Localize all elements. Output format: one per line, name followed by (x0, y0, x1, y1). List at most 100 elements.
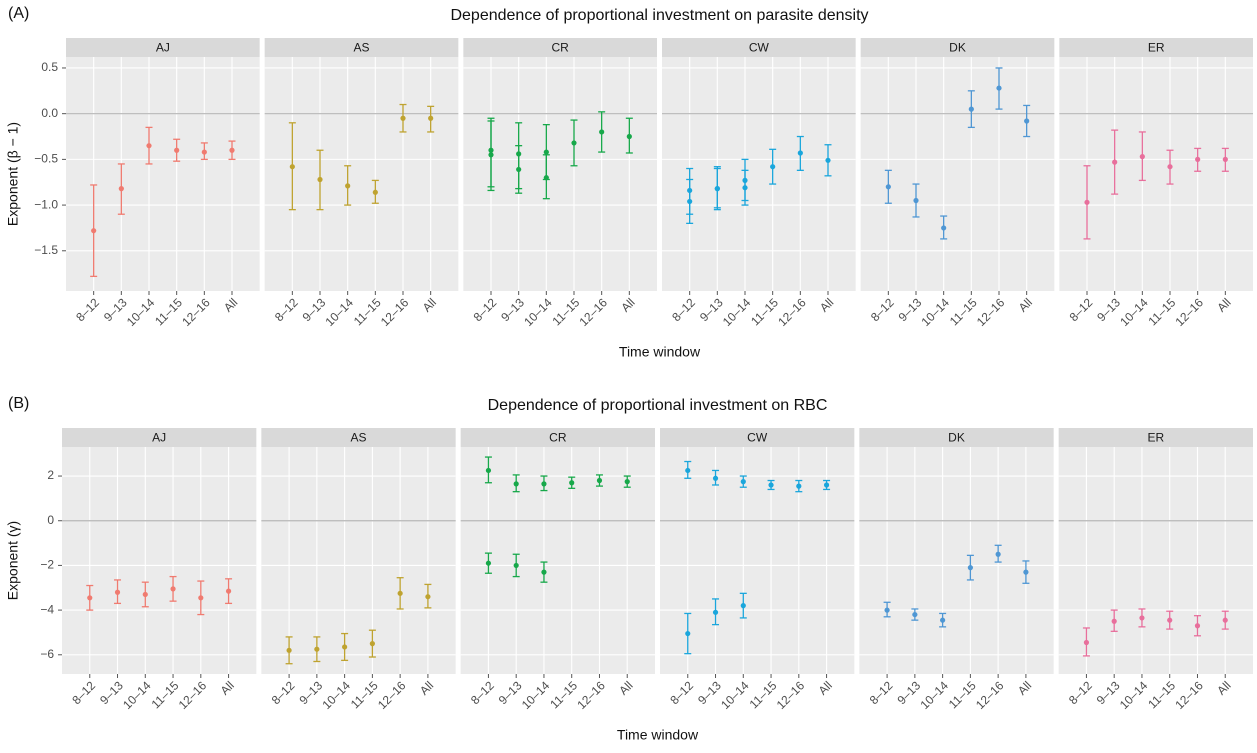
point (170, 586, 176, 592)
plot-background (66, 57, 260, 291)
point (286, 647, 292, 653)
x-tick-label: 8–12 (468, 678, 497, 707)
point (114, 589, 121, 595)
point (797, 150, 803, 156)
point (425, 594, 431, 600)
point (543, 175, 549, 181)
x-tick-label: All (420, 295, 439, 314)
x-tick-label: 11–15 (747, 678, 780, 711)
x-tick-label: 12–16 (574, 678, 608, 712)
y-tick-label: −4 (40, 602, 54, 616)
x-tick-label: 8–12 (1066, 678, 1095, 707)
facet-strip (66, 38, 260, 57)
plot-background (859, 447, 1054, 674)
y-tick-label: 0 (47, 513, 54, 527)
point (400, 115, 406, 121)
facet-label: DK (949, 41, 966, 55)
point (118, 186, 124, 192)
facet-label: CR (551, 41, 569, 55)
point (596, 477, 603, 484)
facet-label: CW (749, 41, 770, 55)
point (174, 147, 180, 153)
facet-label: AS (353, 41, 369, 55)
point (626, 133, 632, 140)
chart-title: Dependence of proportional investment on… (488, 397, 828, 414)
point (742, 185, 748, 191)
x-tick-label: 8–12 (1067, 295, 1096, 324)
facet-strip (660, 428, 855, 447)
x-tick-label: 8–12 (73, 295, 102, 324)
facet-strip (662, 38, 856, 57)
x-tick-label: 11–15 (149, 678, 182, 711)
x-tick-label: All (1016, 295, 1035, 314)
panel-label: (B) (8, 395, 29, 412)
x-tick-label: 8–12 (667, 678, 696, 707)
x-tick-label: 10–14 (919, 295, 953, 329)
y-tick-label: −1.5 (34, 243, 58, 257)
x-tick-label: 10–14 (720, 295, 754, 329)
y-tick-label: −6 (40, 647, 54, 661)
x-tick-label: 10–14 (120, 678, 154, 712)
point (796, 483, 802, 489)
point (428, 115, 434, 121)
point (372, 189, 378, 195)
point (687, 198, 693, 205)
point (1083, 639, 1090, 646)
x-tick-label: 8–12 (867, 678, 896, 707)
x-tick-label: 12–16 (179, 295, 213, 329)
x-tick-label: All (618, 295, 637, 314)
x-tick-label: 12–16 (577, 295, 611, 329)
y-tick-label: 0.5 (41, 60, 58, 74)
x-tick-label: All (417, 678, 436, 697)
point (87, 595, 93, 601)
point (317, 176, 323, 183)
plot-background (261, 447, 456, 674)
plot-background (463, 57, 657, 291)
x-axis-label: Time window (619, 344, 701, 360)
x-tick-label: 8–12 (269, 678, 298, 707)
point (369, 641, 375, 647)
point (884, 607, 890, 613)
x-tick-label: 10–14 (124, 295, 158, 329)
point (1139, 615, 1145, 621)
facet-label: CR (549, 431, 567, 445)
point (543, 149, 549, 155)
y-tick-label: 2 (47, 468, 54, 482)
x-tick-label: All (817, 295, 836, 314)
x-tick-label: 11–15 (351, 295, 384, 328)
point (714, 186, 720, 192)
point (968, 106, 974, 112)
point (516, 166, 522, 173)
point (712, 609, 719, 615)
x-tick-label: All (816, 678, 835, 697)
point (513, 562, 519, 569)
x-tick-label: 12–16 (375, 678, 409, 712)
x-tick-label: All (1214, 678, 1233, 697)
point (229, 147, 235, 153)
x-tick-label: 11–15 (1145, 678, 1178, 711)
x-tick-label: 11–15 (946, 678, 979, 711)
x-tick-label: All (1015, 678, 1034, 697)
facet-strip (463, 38, 657, 57)
x-tick-label: 12–16 (1173, 295, 1207, 329)
facet-label: ER (1147, 431, 1164, 445)
point (1111, 618, 1117, 624)
y-axis-label: Exponent (γ) (5, 521, 21, 600)
y-tick-label: −0.5 (34, 152, 58, 166)
point (599, 129, 605, 135)
point (912, 611, 918, 618)
x-tick-label: 10–14 (519, 678, 553, 712)
point (1167, 164, 1173, 170)
x-tick-label: 12–16 (1172, 678, 1206, 712)
point (996, 85, 1002, 91)
point (940, 617, 946, 623)
point (1024, 118, 1030, 124)
plot-background (662, 57, 856, 291)
x-tick-label: 12–16 (378, 295, 412, 329)
facet-label: ER (1148, 41, 1165, 55)
x-tick-label: 12–16 (774, 678, 808, 712)
plot-background (860, 57, 1055, 291)
facet-strip (1059, 38, 1253, 57)
x-tick-label: All (616, 678, 635, 697)
